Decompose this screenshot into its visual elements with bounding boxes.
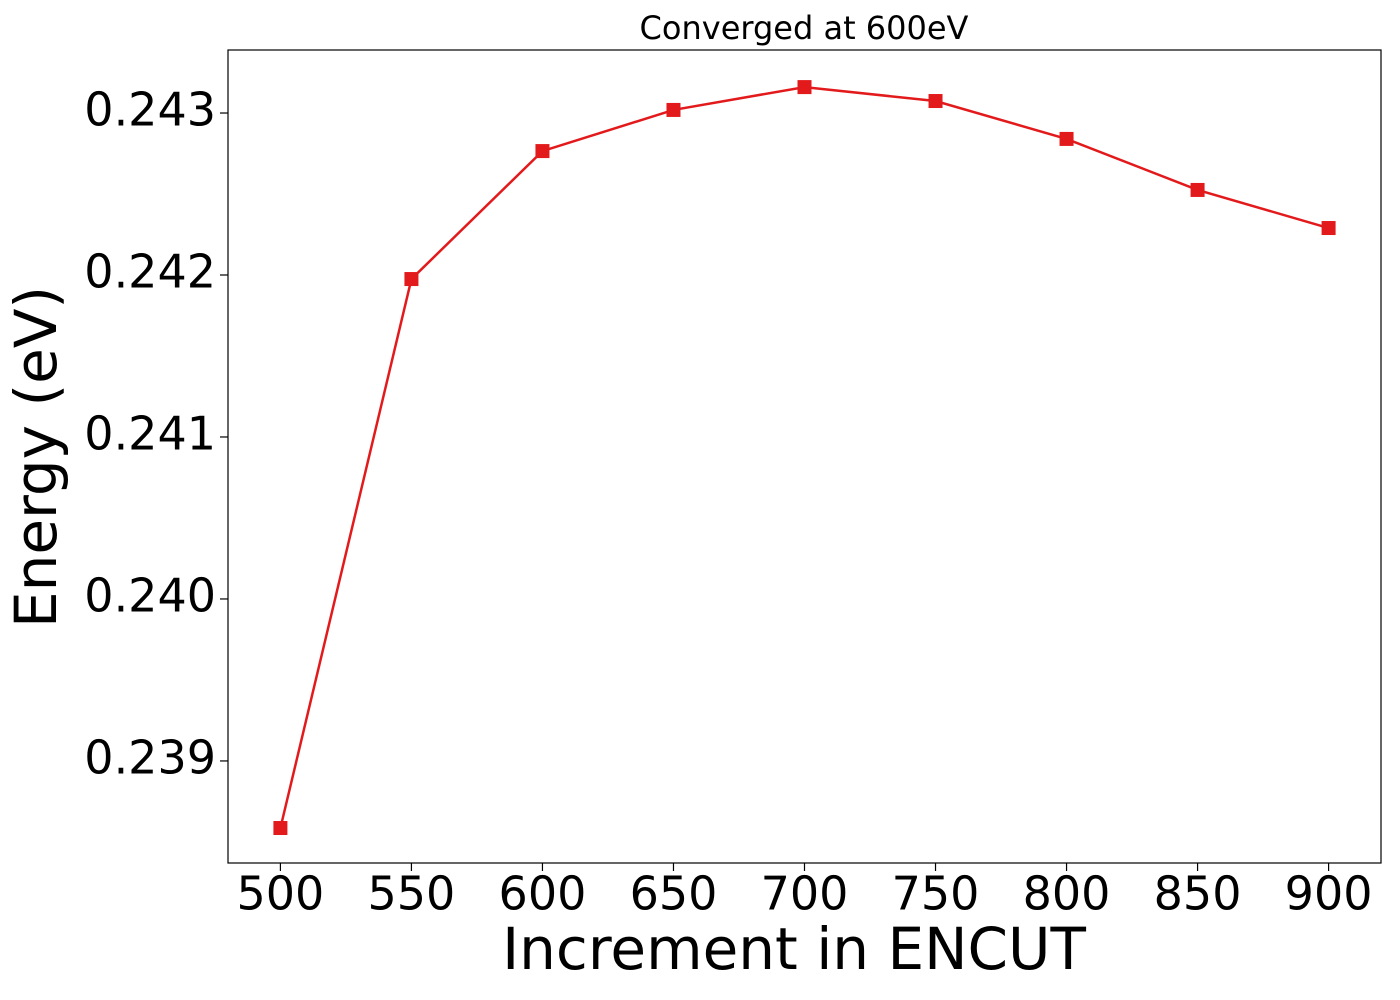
x-tick-label: 900 bbox=[1285, 867, 1373, 921]
x-tick-label: 800 bbox=[1023, 867, 1111, 921]
y-tick-label: 0.239 bbox=[84, 730, 216, 784]
line bbox=[279, 85, 1329, 829]
chart-title: Converged at 600eV bbox=[640, 9, 969, 47]
marker bbox=[535, 144, 550, 159]
marker bbox=[1190, 182, 1205, 197]
marker bbox=[404, 272, 419, 287]
x-tick-label: 500 bbox=[237, 867, 325, 921]
marker bbox=[928, 94, 943, 109]
y-tick-label: 0.241 bbox=[84, 406, 216, 460]
marker bbox=[797, 80, 812, 95]
x-tick-label: 850 bbox=[1154, 867, 1242, 921]
x-tick-label: 700 bbox=[761, 867, 849, 921]
marker bbox=[1059, 131, 1074, 146]
x-tick-label: 650 bbox=[630, 867, 718, 921]
marker bbox=[666, 102, 681, 117]
y-tick-label: 0.240 bbox=[84, 568, 216, 622]
y-tick-label: 0.243 bbox=[84, 83, 216, 137]
plot-frame bbox=[227, 49, 1382, 864]
marker bbox=[273, 821, 288, 836]
x-axis-label: Increment in ENCUT bbox=[502, 915, 1086, 983]
marker bbox=[1321, 221, 1336, 236]
x-tick-label: 550 bbox=[368, 867, 456, 921]
x-tick-label: 600 bbox=[499, 867, 587, 921]
y-tick-label: 0.242 bbox=[84, 244, 216, 298]
x-tick-label: 750 bbox=[892, 867, 980, 921]
y-axis-label: Energy (eV) bbox=[2, 286, 70, 628]
